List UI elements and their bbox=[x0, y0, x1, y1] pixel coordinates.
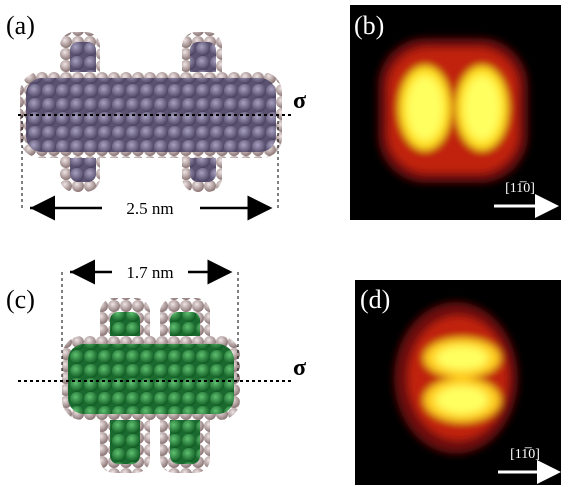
stm-blob bbox=[394, 302, 518, 454]
axis-label: σ bbox=[293, 88, 306, 114]
molecule-a bbox=[20, 32, 282, 192]
panel-label: (a) bbox=[6, 11, 35, 40]
molecule-c bbox=[62, 298, 240, 473]
direction-label: [11̅0] bbox=[510, 447, 540, 462]
panel-label: (c) bbox=[6, 285, 35, 314]
dimension-label: 2.5 nm bbox=[126, 199, 173, 218]
axis-label: σ bbox=[293, 355, 306, 381]
direction-label: [11̅0] bbox=[505, 181, 535, 196]
panel-label: (d) bbox=[360, 285, 390, 314]
stm-blob bbox=[378, 38, 528, 183]
panel-label: (b) bbox=[354, 11, 384, 40]
dimension-label: 1.7 nm bbox=[126, 263, 173, 282]
